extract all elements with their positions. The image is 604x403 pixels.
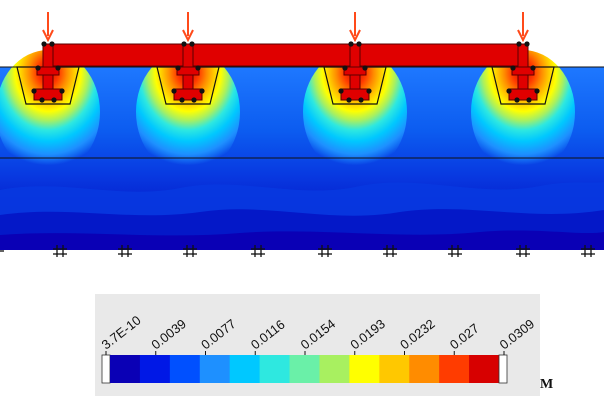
node-point: [524, 41, 530, 47]
legend-swatches: [110, 355, 500, 383]
pile-2: [171, 41, 205, 103]
node-point: [366, 88, 372, 94]
node-point: [175, 65, 181, 71]
load-arrows: [42, 12, 529, 43]
support-marker: [448, 245, 462, 257]
node-point: [179, 97, 185, 103]
node-point: [51, 97, 57, 103]
node-point: [342, 65, 348, 71]
node-point: [181, 41, 187, 47]
node-point: [348, 41, 354, 47]
legend-unit-label: M: [540, 377, 553, 392]
node-point: [55, 65, 61, 71]
node-point: [39, 97, 45, 103]
raft-slab: [44, 43, 528, 67]
legend-swatch: [439, 355, 470, 383]
soil-domain: [0, 50, 604, 250]
legend-swatch: [229, 355, 261, 383]
node-point: [189, 41, 195, 47]
node-point: [41, 41, 47, 47]
load-arrow-1: [42, 12, 54, 43]
node-point: [530, 65, 536, 71]
node-point: [191, 97, 197, 103]
pile-4: [506, 41, 540, 103]
node-point: [35, 65, 41, 71]
node-point: [59, 88, 65, 94]
node-point: [506, 88, 512, 94]
legend-swatch: [469, 355, 500, 383]
legend-swatch: [319, 355, 350, 383]
node-point: [534, 88, 540, 94]
node-point: [356, 41, 362, 47]
support-marker: [516, 245, 530, 257]
pile-1: [31, 41, 65, 103]
legend-swatch: [289, 355, 321, 383]
support-marker: [383, 245, 397, 257]
legend-swatch: [379, 355, 410, 383]
node-point: [338, 88, 344, 94]
support-marker: [183, 245, 197, 257]
legend-swatch: [349, 355, 380, 383]
node-point: [526, 97, 532, 103]
load-arrow-3: [349, 12, 361, 43]
legend-swatch: [110, 355, 141, 383]
node-point: [510, 65, 516, 71]
legend-swatch: [259, 355, 291, 383]
support-marker: [318, 245, 332, 257]
support-marker: [251, 245, 265, 257]
node-point: [195, 65, 201, 71]
node-point: [49, 41, 55, 47]
node-point: [31, 88, 37, 94]
support-marker: [53, 245, 67, 257]
raft-and-piles: [31, 41, 540, 103]
node-point: [171, 88, 177, 94]
legend-swatch: [409, 355, 440, 383]
node-point: [362, 65, 368, 71]
node-point: [346, 97, 352, 103]
pile-3: [338, 41, 372, 103]
legend-swatch: [139, 355, 171, 383]
node-point: [516, 41, 522, 47]
node-point: [514, 97, 520, 103]
fixed-boundary-markers: [0, 245, 595, 257]
node-point: [199, 88, 205, 94]
support-marker: [118, 245, 132, 257]
node-point: [358, 97, 364, 103]
legend-swatch: [199, 355, 231, 383]
load-arrow-2: [182, 12, 194, 43]
load-arrow-4: [517, 12, 529, 43]
color-legend: 3.7E-10 0.0039 0.0077 0.0116 0.0154 0.0193 0.0…: [95, 294, 553, 396]
legend-swatch: [169, 355, 201, 383]
support-marker: [581, 245, 595, 257]
